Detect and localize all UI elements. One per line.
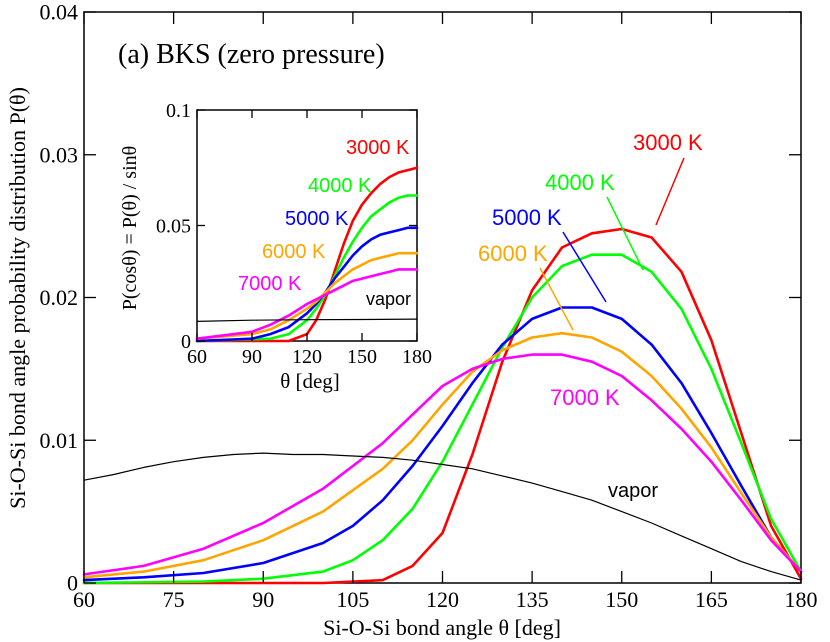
inset-label-vapor: vapor [366, 289, 411, 309]
main-series-7000k [82, 353, 803, 576]
inset-x-axis: 60 90 120 150 180 [187, 110, 432, 368]
main-y-tick-label: 0.04 [40, 0, 79, 25]
main-leader-6000k [539, 267, 574, 331]
main-series-5000k [82, 306, 803, 582]
main-series-vapor [83, 452, 802, 581]
main-leader-5000k [562, 231, 607, 303]
main-leader-3000k [655, 157, 685, 226]
inset-series-vapor [196, 318, 418, 322]
main-x-tick-label: 105 [336, 587, 369, 612]
inset-x-tick-label: 150 [347, 346, 377, 368]
inset-plot-frame [196, 109, 418, 342]
main-y-tick-label: 0.03 [40, 142, 79, 167]
main-x-tick-label: 75 [163, 587, 185, 612]
inset-y-axis-label: P(cosθ) = P(θ) / sinθ [119, 146, 141, 310]
inset-y-tick-label: 0.05 [156, 216, 191, 238]
main-y-axis-label: Si-O-Si bond angle probability distribut… [5, 87, 30, 509]
inset-series-group [195, 166, 419, 343]
main-y-tick-label: 0.01 [40, 428, 79, 453]
main-label-vapor: vapor [608, 480, 658, 502]
inset-y-tick-label: 0.1 [166, 100, 191, 122]
main-title: (a) BKS (zero pressure) [118, 39, 385, 70]
main-series-6000k [82, 331, 803, 579]
inset-series-7000k [195, 268, 419, 341]
main-y-tick-label: 0.02 [40, 285, 79, 310]
main-x-tick-label: 165 [695, 587, 728, 612]
inset-series-6000k [195, 251, 419, 341]
main-y-axis: 0 0.01 0.02 0.03 0.04 [40, 0, 801, 596]
main-x-tick-label: 60 [73, 587, 95, 612]
main-x-axis-label: Si-O-Si bond angle θ [deg] [323, 615, 561, 640]
inset-label-7000k: 7000 K [238, 273, 302, 295]
inset-y-axis: 0 0.05 0.1 [156, 100, 417, 353]
main-x-axis: 60 75 90 105 120 135 150 165 180 [73, 12, 818, 612]
inset-label-6000k: 6000 K [262, 241, 326, 263]
inset-series-4000k [195, 194, 419, 343]
main-leader-4000k [606, 196, 644, 271]
main-x-tick-label: 120 [426, 587, 459, 612]
inset-series-3000k [195, 166, 419, 343]
inset-y-tick-label: 0 [181, 331, 191, 353]
inset-x-tick-label: 180 [402, 346, 432, 368]
inset-x-tick-label: 60 [187, 346, 207, 368]
main-x-tick-label: 180 [785, 587, 818, 612]
main-x-tick-label: 150 [605, 587, 638, 612]
main-series-3000k [82, 227, 803, 585]
main-x-tick-label: 90 [252, 587, 274, 612]
main-label-6000k: 6000 K [478, 241, 548, 266]
main-x-tick-label: 135 [516, 587, 549, 612]
inset-x-tick-label: 90 [242, 346, 262, 368]
inset-label-5000k: 5000 K [285, 208, 349, 230]
main-label-5000k: 5000 K [492, 205, 562, 230]
main-label-3000k: 3000 K [633, 130, 703, 155]
inset-series-5000k [195, 226, 419, 343]
main-label-4000k: 4000 K [545, 170, 615, 195]
inset-label-3000k: 3000 K [346, 137, 410, 159]
main-series-4000k [82, 253, 803, 585]
main-label-7000k: 7000 K [550, 385, 620, 410]
inset-label-4000k: 4000 K [308, 175, 372, 197]
inset-x-axis-label: θ [deg] [280, 369, 340, 393]
main-series-group [82, 227, 803, 585]
inset-x-tick-label: 120 [292, 346, 322, 368]
main-y-tick-label: 0 [67, 571, 78, 596]
